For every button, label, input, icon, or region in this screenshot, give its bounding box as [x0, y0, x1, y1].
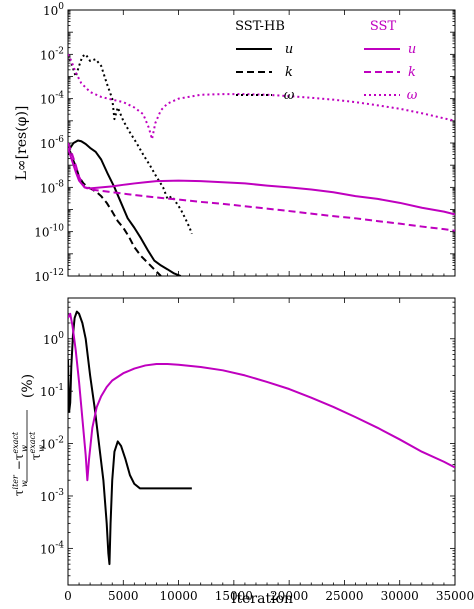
x-tick-label: 15000 — [215, 589, 253, 603]
residual-x-ticks — [67, 10, 456, 276]
x-tick-label: 0 — [64, 589, 72, 603]
residual-y-tick-label: 10-2 — [40, 46, 64, 62]
error-series-sst-hb-u — [68, 310, 192, 566]
x-tick-label: 30000 — [381, 589, 419, 603]
tau-iter: τ — [12, 489, 26, 496]
residual-series-sst-hb-u — [68, 139, 182, 276]
residual-y-ticks: 100 10-2 10-4 10-6 10-8 10-10 10-12 — [34, 2, 455, 284]
legend-label-sst-k: k — [408, 65, 416, 80]
error-y-label: τiterw−τexactw τexactw (%) — [11, 374, 46, 496]
legend-title-sst: SST — [370, 19, 397, 34]
residual-series — [68, 53, 455, 276]
error-y-label-denominator: τexactw — [28, 431, 46, 460]
residual-y-tick-label: 10-8 — [40, 179, 64, 195]
residual-y-tick-label: 10-12 — [34, 268, 64, 284]
residual-y-tick-label: 100 — [43, 2, 64, 18]
error-x-ticks: 0 5000 10000 15000 20000 25000 30000 35000 — [64, 298, 474, 603]
legend-label-sst-hb-u: u — [285, 42, 293, 57]
residual-series-sst-u — [68, 147, 455, 216]
tau-exact-den-sub: w — [37, 445, 46, 452]
legend-label-sst-u: u — [408, 42, 416, 57]
tau-exact-den: τ — [29, 453, 43, 460]
legend-title-sst-hb: SST-HB — [235, 19, 285, 34]
error-series — [68, 310, 455, 566]
residual-series-sst-hb-k — [68, 148, 162, 276]
minus-sign: − — [12, 460, 26, 470]
tau-iter-sub: w — [20, 480, 29, 487]
legend-label-sst-hb-omega: ω — [284, 88, 295, 103]
error-y-label-unit: (%) — [20, 374, 36, 398]
residual-y-label: L∞[res(φ)] — [14, 106, 30, 181]
tau-exact-sub: w — [20, 445, 29, 452]
tau-exact-super: exact — [11, 431, 20, 453]
error-series-sst-u — [68, 312, 455, 482]
x-tick-label: 25000 — [325, 589, 363, 603]
error-y-tick-label: 10-1 — [40, 383, 64, 399]
error-axes-frame — [67, 297, 456, 586]
error-y-label-numerator: τiterw−τexactw — [11, 431, 29, 496]
residual-series-sst-hb-omega — [68, 53, 193, 235]
x-axis-label: Iteration — [231, 591, 293, 607]
error-y-tick-label: 10-4 — [40, 540, 64, 556]
residual-y-tick-label: 10-10 — [34, 224, 64, 240]
residual-series-sst-k — [68, 142, 455, 232]
x-tick-label: 10000 — [159, 589, 197, 603]
tau-iter-super: iter — [11, 474, 20, 490]
x-tick-label: 20000 — [270, 589, 308, 603]
error-y-tick-label: 10-3 — [40, 488, 64, 504]
error-y-tick-label: 10-2 — [40, 436, 64, 452]
wall-shear-error-panel: 100 10-1 10-2 10-3 10-4 0 5000 10000 15000 20000… — [11, 297, 474, 607]
x-tick-label: 35000 — [436, 589, 474, 603]
legend-label-sst-omega: ω — [407, 88, 418, 103]
legend: SST-HB SST u k ω u k ω — [235, 19, 418, 103]
error-y-ticks: 100 10-1 10-2 10-3 10-4 — [40, 297, 455, 586]
tau-exact: τ — [12, 453, 26, 460]
residual-y-tick-label: 10-6 — [40, 135, 64, 151]
residual-panel: 100 10-2 10-4 10-6 10-8 10-10 10-12 L∞[res(φ)]… — [14, 2, 456, 284]
legend-label-sst-hb-k: k — [285, 65, 293, 80]
error-y-tick-label: 100 — [43, 331, 64, 347]
residual-y-tick-label: 10-4 — [40, 91, 64, 107]
residual-series-sst-omega — [68, 53, 455, 141]
tau-exact-den-super: exact — [28, 431, 37, 453]
x-tick-label: 5000 — [108, 589, 139, 603]
